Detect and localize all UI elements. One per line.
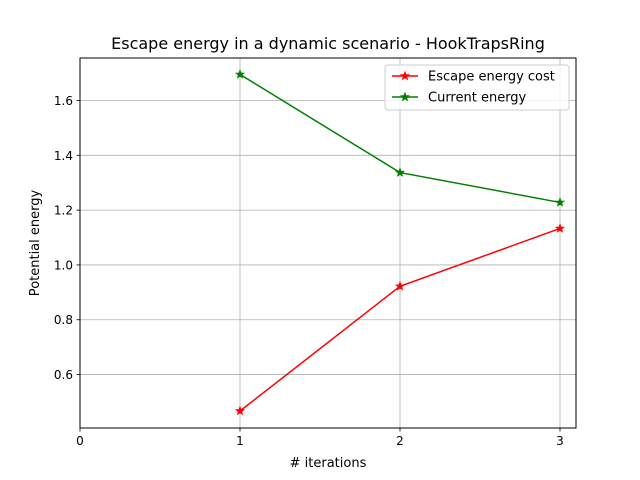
legend-label: Escape energy cost <box>428 70 555 85</box>
series-0 <box>234 223 566 416</box>
y-tick-label: 0.8 <box>54 313 73 327</box>
legend-label: Current energy <box>428 91 527 106</box>
axes-frame <box>79 57 577 429</box>
axis-ticks: 0 1 2 3 0.6 0.8 1.0 1.2 1.4 1.6 <box>54 94 564 448</box>
plot-area <box>234 69 566 416</box>
x-tick-label: 3 <box>556 434 564 448</box>
y-tick-label: 1.2 <box>54 204 73 218</box>
legend-entry: Current energy <box>392 91 527 106</box>
x-axis-label: # iterations <box>290 456 367 471</box>
series-1 <box>234 69 566 207</box>
data-point <box>234 405 246 416</box>
data-point <box>554 223 566 233</box>
x-tick-label: 1 <box>236 434 244 448</box>
x-tick-label: 0 <box>76 434 84 448</box>
data-point <box>234 69 246 79</box>
y-axis-label: Potential energy <box>28 190 43 297</box>
y-tick-label: 1.4 <box>54 149 73 163</box>
y-tick-label: 0.6 <box>54 368 73 382</box>
x-tick-label: 2 <box>396 434 404 448</box>
legend-marker <box>399 91 411 102</box>
data-point <box>394 167 406 177</box>
legend-entry: Escape energy cost <box>392 70 555 85</box>
data-point <box>394 280 406 291</box>
data-point <box>554 197 566 207</box>
y-tick-label: 1.0 <box>54 258 73 272</box>
legend-marker <box>399 70 411 81</box>
legend-box <box>384 64 570 111</box>
chart-title: Escape energy in a dynamic scenario - Ho… <box>111 34 545 53</box>
y-tick-label: 1.6 <box>54 94 73 108</box>
legend: Escape energy cost Current energy <box>384 64 570 111</box>
grid <box>79 58 576 428</box>
